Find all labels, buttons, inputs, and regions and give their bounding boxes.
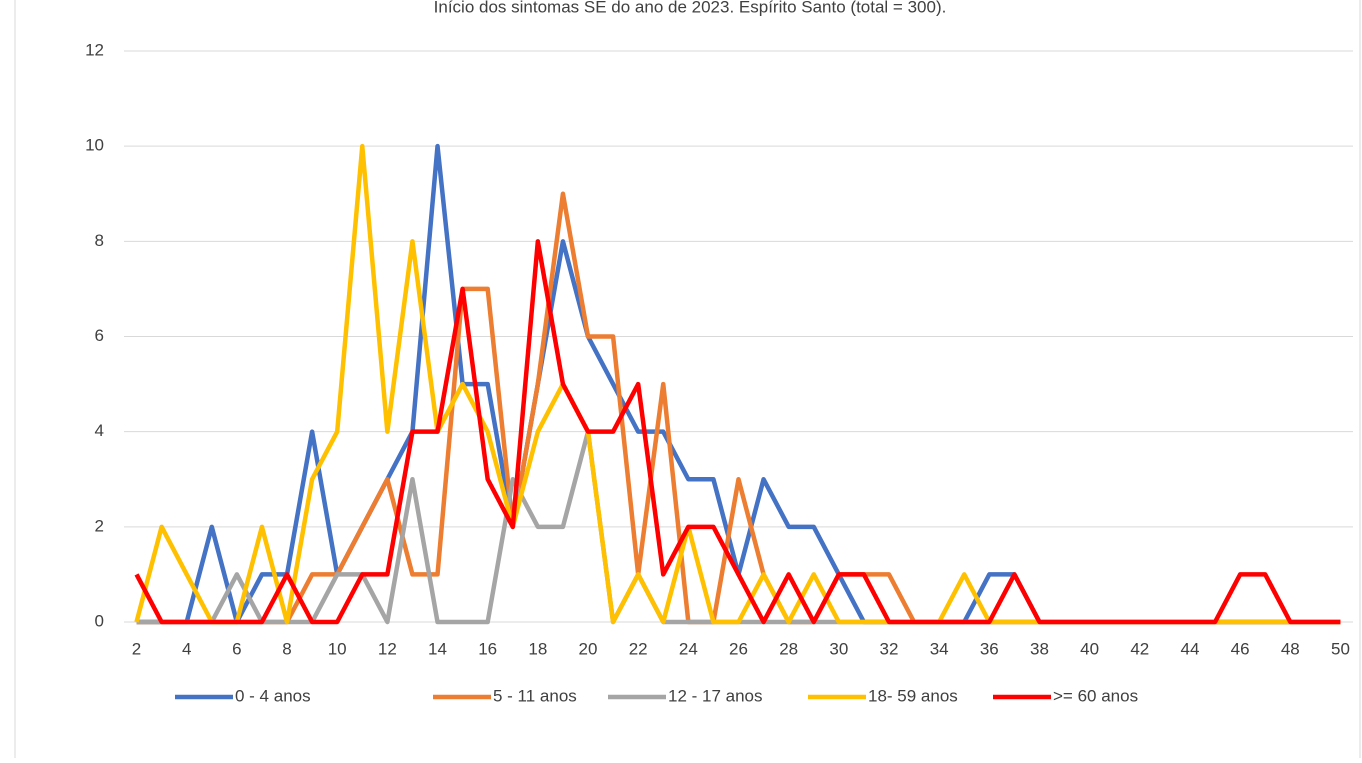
x-tick-label: 28: [779, 639, 798, 658]
x-tick-label: 24: [679, 639, 698, 658]
x-tick-label: 4: [182, 639, 191, 658]
legend-label: 0 - 4 anos: [235, 686, 311, 705]
x-tick-label: 30: [829, 639, 848, 658]
legend-label: 18- 59 anos: [868, 686, 958, 705]
x-tick-label: 38: [1030, 639, 1049, 658]
x-tick-label: 36: [980, 639, 999, 658]
y-tick-label: 8: [95, 231, 104, 250]
x-tick-label: 48: [1281, 639, 1300, 658]
legend-label: 5 - 11 anos: [493, 686, 577, 705]
y-tick-label: 2: [95, 516, 104, 535]
x-tick-label: 12: [378, 639, 397, 658]
x-tick-label: 22: [629, 639, 648, 658]
x-tick-label: 34: [930, 639, 949, 658]
series-line: [134, 239, 1341, 625]
series-line: [134, 143, 1341, 625]
x-tick-label: 10: [328, 639, 347, 658]
x-tick-label: 42: [1130, 639, 1149, 658]
x-tick-label: 46: [1231, 639, 1250, 658]
legend-label: 12 - 17 anos: [668, 686, 763, 705]
x-tick-label: 44: [1181, 639, 1200, 658]
y-tick-label: 10: [85, 136, 104, 155]
y-tick-label: 6: [95, 326, 104, 345]
x-tick-label: 8: [282, 639, 291, 658]
x-tick-label: 18: [528, 639, 547, 658]
chart-title: Início dos sintomas SE do ano de 2023. E…: [434, 0, 947, 16]
x-tick-label: 20: [579, 639, 598, 658]
y-tick-label: 4: [95, 421, 104, 440]
x-tick-label: 2: [132, 639, 141, 658]
series-line: [136, 191, 1341, 625]
x-tick-label: 26: [729, 639, 748, 658]
x-tick-label: 40: [1080, 639, 1099, 658]
x-tick-label: 6: [232, 639, 241, 658]
x-tick-label: 14: [428, 639, 447, 658]
x-tick-label: 32: [880, 639, 899, 658]
y-tick-label: 0: [95, 611, 104, 630]
y-tick-label: 12: [85, 40, 104, 59]
x-tick-label: 16: [478, 639, 497, 658]
series-line: [136, 143, 1341, 625]
chart-frame: [14, 0, 1361, 763]
x-tick-label: 50: [1331, 639, 1350, 658]
legend-label: >= 60 anos: [1053, 686, 1138, 705]
